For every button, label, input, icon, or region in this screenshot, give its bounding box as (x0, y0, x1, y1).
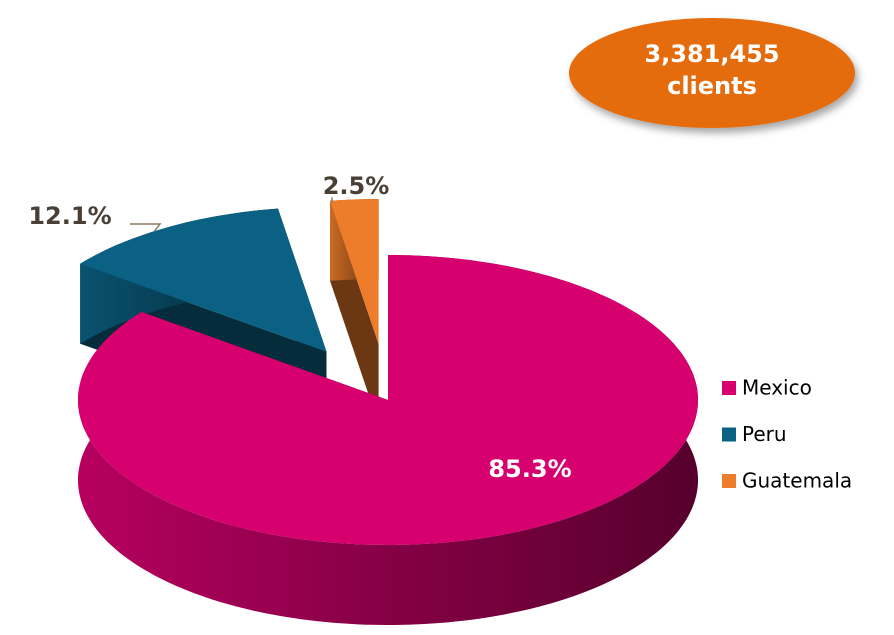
slice (80, 208, 327, 352)
legend-swatch (722, 474, 736, 488)
data-label: 12.1% (28, 202, 111, 230)
legend-label: Peru (742, 422, 787, 446)
legend-swatch (722, 381, 736, 395)
annotation: 3,381,455 clients (644, 40, 780, 100)
data-label: 85.3% (488, 455, 571, 483)
data-label: 2.5% (323, 172, 390, 200)
pie: 85.3% 12.1% 2.5% (28, 172, 698, 625)
slice (330, 199, 379, 344)
legend-label: Mexico (742, 376, 812, 400)
slice (78, 255, 698, 545)
legend: Mexico Peru Guatemala (722, 376, 852, 493)
legend-swatch (722, 427, 736, 442)
leader-line (130, 223, 162, 232)
annotation-bubble (569, 18, 855, 128)
legend-label: Guatemala (742, 469, 852, 493)
